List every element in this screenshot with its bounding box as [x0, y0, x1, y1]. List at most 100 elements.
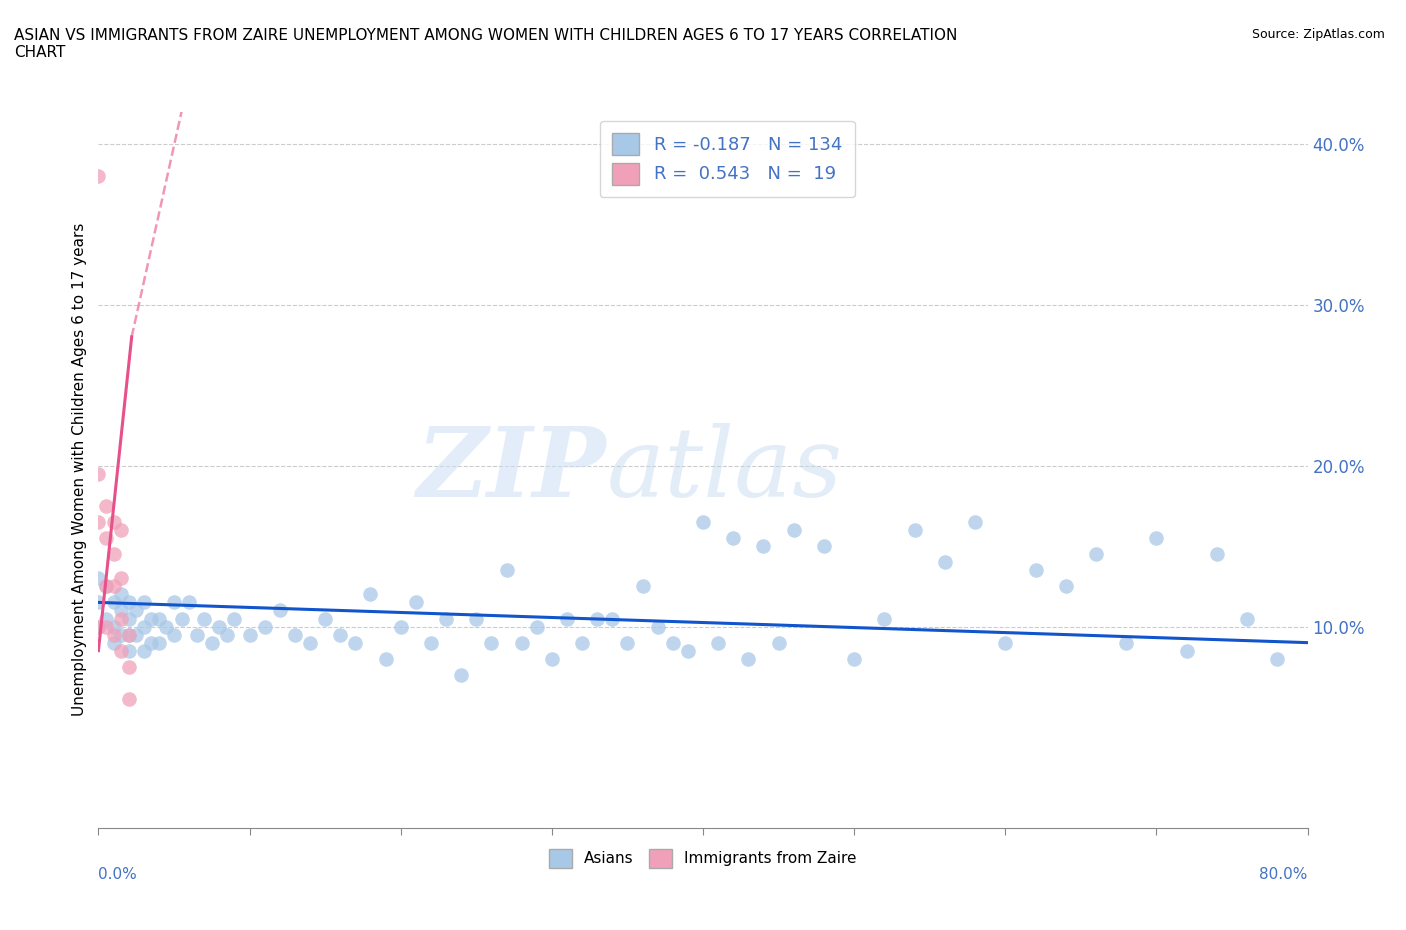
Point — [110, 587, 132, 602]
Point — [495, 563, 517, 578]
Point — [1175, 644, 1198, 658]
Point — [707, 635, 730, 650]
Point — [239, 627, 262, 642]
Point — [737, 651, 759, 666]
Point — [215, 627, 238, 642]
Point — [179, 595, 201, 610]
Point — [103, 578, 125, 593]
Point — [118, 692, 141, 707]
Point — [389, 619, 412, 634]
Point — [87, 595, 110, 610]
Point — [87, 466, 110, 481]
Point — [125, 603, 148, 618]
Point — [148, 611, 170, 626]
Point — [783, 523, 806, 538]
Point — [208, 619, 231, 634]
Text: 80.0%: 80.0% — [1260, 867, 1308, 882]
Point — [844, 651, 866, 666]
Point — [631, 578, 654, 593]
Point — [434, 611, 457, 626]
Point — [692, 514, 714, 529]
Point — [420, 635, 443, 650]
Point — [170, 611, 193, 626]
Point — [141, 611, 163, 626]
Text: ZIP: ZIP — [416, 422, 606, 517]
Point — [132, 595, 155, 610]
Point — [103, 619, 125, 634]
Point — [314, 611, 336, 626]
Point — [540, 651, 562, 666]
Point — [450, 668, 472, 683]
Point — [87, 514, 110, 529]
Point — [253, 619, 276, 634]
Point — [299, 635, 322, 650]
Point — [193, 611, 215, 626]
Point — [1085, 547, 1108, 562]
Point — [269, 603, 291, 618]
Point — [616, 635, 638, 650]
Point — [94, 531, 117, 546]
Point — [934, 554, 956, 569]
Point — [526, 619, 548, 634]
Point — [87, 619, 110, 634]
Point — [141, 635, 163, 650]
Point — [723, 531, 745, 546]
Point — [163, 627, 186, 642]
Point — [586, 611, 609, 626]
Point — [103, 547, 125, 562]
Point — [94, 498, 117, 513]
Point — [103, 635, 125, 650]
Point — [87, 571, 110, 586]
Point — [118, 595, 141, 610]
Point — [360, 587, 382, 602]
Point — [201, 635, 224, 650]
Point — [125, 627, 148, 642]
Point — [94, 578, 117, 593]
Legend: Asians, Immigrants from Zaire: Asians, Immigrants from Zaire — [543, 843, 863, 874]
Point — [1024, 563, 1046, 578]
Point — [103, 627, 125, 642]
Point — [132, 644, 155, 658]
Point — [873, 611, 896, 626]
Point — [118, 627, 141, 642]
Point — [132, 619, 155, 634]
Point — [110, 627, 132, 642]
Point — [994, 635, 1017, 650]
Point — [94, 619, 117, 634]
Point — [752, 538, 775, 553]
Point — [110, 603, 132, 618]
Point — [676, 644, 699, 658]
Point — [904, 523, 927, 538]
Point — [94, 578, 117, 593]
Point — [465, 611, 488, 626]
Point — [118, 644, 141, 658]
Point — [965, 514, 987, 529]
Point — [103, 595, 125, 610]
Point — [647, 619, 669, 634]
Point — [555, 611, 578, 626]
Point — [110, 523, 132, 538]
Point — [510, 635, 533, 650]
Point — [813, 538, 835, 553]
Point — [224, 611, 246, 626]
Text: Source: ZipAtlas.com: Source: ZipAtlas.com — [1251, 28, 1385, 41]
Point — [94, 611, 117, 626]
Point — [768, 635, 790, 650]
Point — [186, 627, 208, 642]
Point — [481, 635, 503, 650]
Text: ASIAN VS IMMIGRANTS FROM ZAIRE UNEMPLOYMENT AMONG WOMEN WITH CHILDREN AGES 6 TO : ASIAN VS IMMIGRANTS FROM ZAIRE UNEMPLOYM… — [14, 28, 957, 60]
Point — [118, 627, 141, 642]
Text: 0.0%: 0.0% — [98, 867, 138, 882]
Point — [284, 627, 307, 642]
Point — [1115, 635, 1137, 650]
Point — [661, 635, 683, 650]
Point — [87, 619, 110, 634]
Point — [148, 635, 170, 650]
Point — [110, 571, 132, 586]
Text: atlas: atlas — [606, 422, 842, 517]
Point — [1054, 578, 1077, 593]
Point — [1236, 611, 1258, 626]
Point — [329, 627, 352, 642]
Point — [602, 611, 624, 626]
Point — [1267, 651, 1289, 666]
